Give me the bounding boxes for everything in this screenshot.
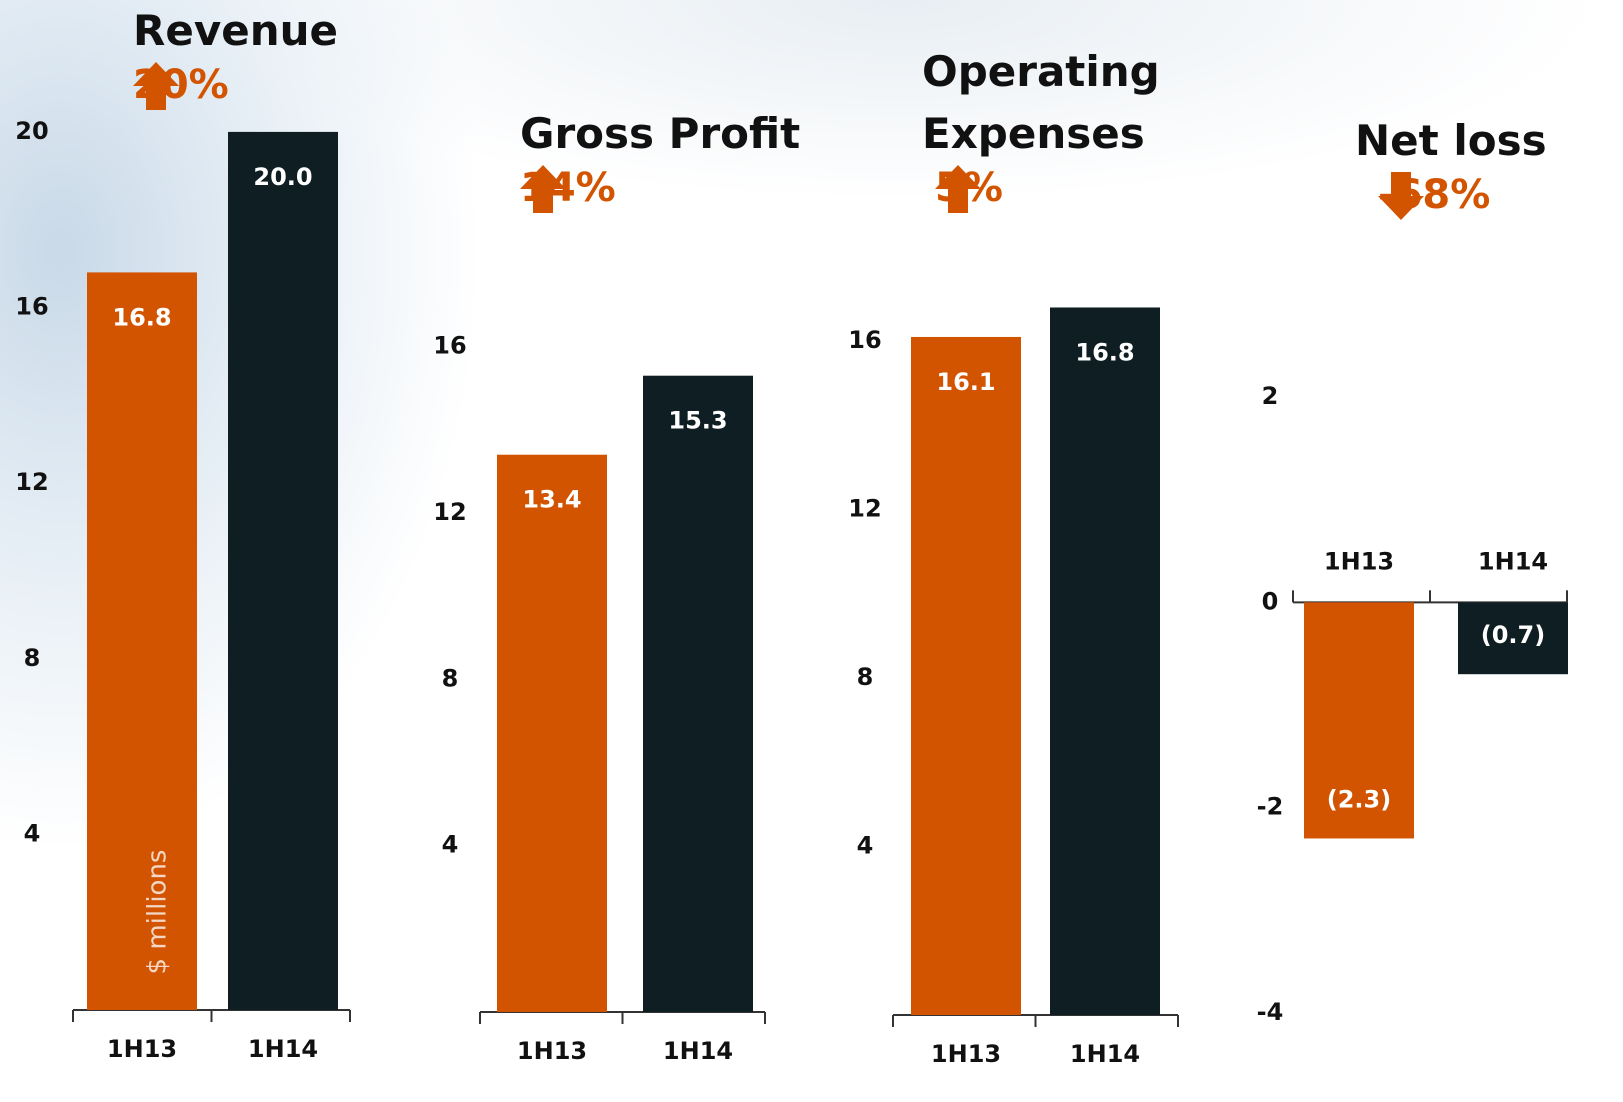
chart-title: Operating Expenses: [922, 47, 1160, 158]
value-label: (2.3): [1327, 785, 1391, 813]
x-tick-label: 1H14: [1070, 1040, 1140, 1068]
y-tick-label: 12: [433, 498, 466, 526]
y-tick-label: 4: [857, 832, 874, 860]
y-tick-label: -4: [1257, 998, 1284, 1026]
chart-title: Net loss: [1355, 116, 1547, 165]
bar: [497, 454, 607, 1012]
change-arrow: [133, 62, 179, 110]
bar: [228, 131, 338, 1010]
y-tick-label: 2: [1262, 382, 1279, 410]
x-tick-label: 1H14: [248, 1035, 318, 1063]
y-tick-label: 8: [857, 663, 874, 691]
y-tick-label: 20: [15, 117, 48, 145]
x-tick-label: 1H14: [663, 1037, 733, 1065]
change-arrow: [1378, 172, 1424, 220]
change-label: -68%: [1378, 172, 1490, 220]
bar: [1458, 602, 1568, 675]
bar: [1304, 602, 1414, 839]
y-tick-label: 0: [1262, 587, 1279, 615]
y-tick-label: 8: [442, 664, 459, 692]
y-tick-label: 12: [848, 495, 881, 523]
y-axis-label: $ millions: [143, 850, 173, 975]
arrow-shape: [520, 165, 566, 213]
x-tick-label: 1H14: [1478, 547, 1548, 575]
chart-title: Revenue: [133, 6, 338, 55]
value-label: 15.3: [668, 407, 727, 435]
x-tick-label: 1H13: [107, 1035, 177, 1063]
change-label: 20%: [133, 62, 229, 110]
bar: [643, 375, 753, 1012]
value-label: 16.8: [112, 303, 171, 331]
y-tick-label: 16: [433, 332, 466, 360]
value-label: 16.1: [936, 368, 995, 396]
bar: [911, 336, 1021, 1016]
bar: [1050, 307, 1160, 1016]
bar: [87, 272, 197, 1010]
y-tick-label: -2: [1257, 793, 1284, 821]
y-tick-label: 4: [24, 819, 41, 847]
x-tick-label: 1H13: [1324, 547, 1394, 575]
x-tick-label: 1H13: [931, 1040, 1001, 1068]
value-label: 13.4: [522, 486, 581, 514]
change-arrow: [935, 165, 981, 213]
x-tick-label: 1H13: [517, 1037, 587, 1065]
value-label: 20.0: [253, 163, 312, 191]
arrow-shape: [935, 165, 981, 213]
arrow-shape: [1378, 172, 1424, 220]
y-tick-label: 8: [24, 644, 41, 672]
change-label: 14%: [520, 165, 616, 213]
y-tick-label: 16: [15, 293, 48, 321]
y-tick-label: 4: [442, 831, 459, 859]
value-label: (0.7): [1481, 621, 1545, 649]
chart-title: Gross Profit: [520, 109, 801, 158]
change-label: 5%: [935, 165, 1003, 213]
y-tick-label: 16: [848, 326, 881, 354]
y-tick-label: 12: [15, 468, 48, 496]
arrow-shape: [133, 62, 179, 110]
change-arrow: [520, 165, 566, 213]
value-label: 16.8: [1075, 338, 1134, 366]
